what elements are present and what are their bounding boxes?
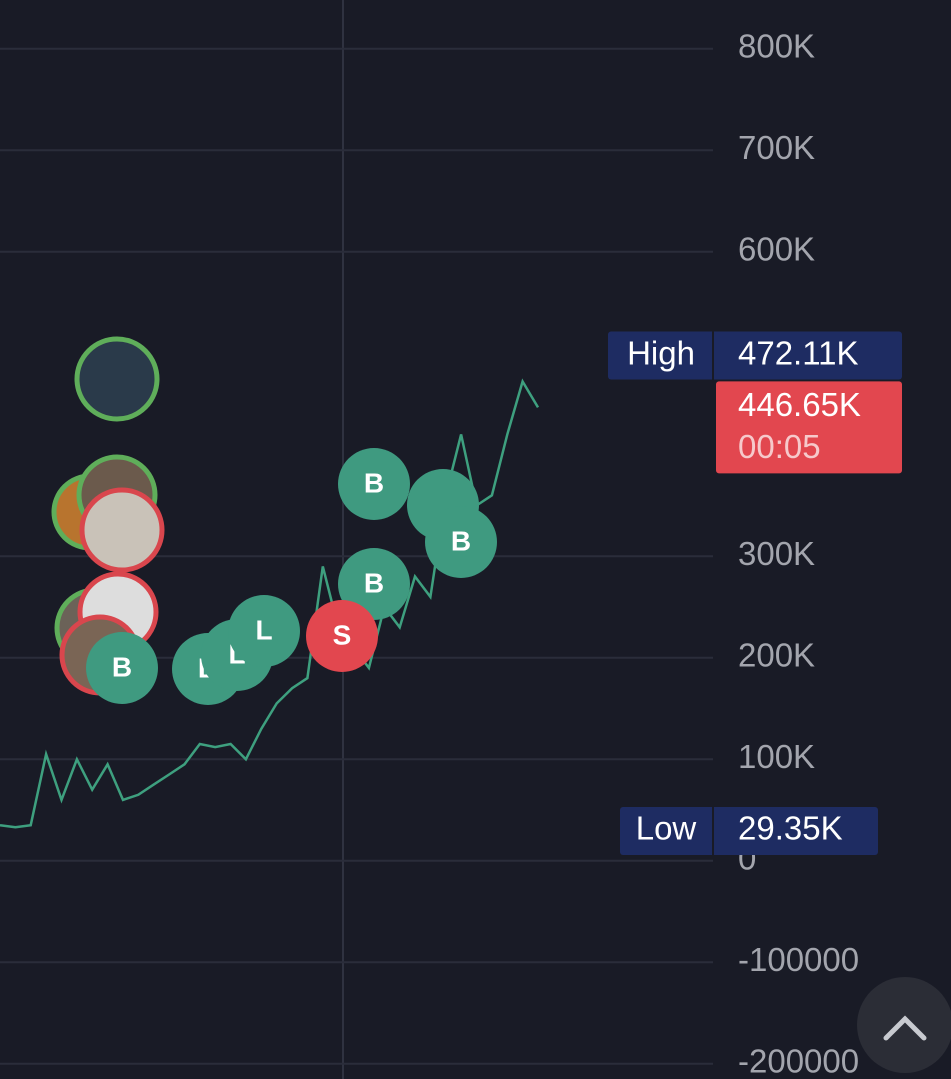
avatar[interactable]: [74, 336, 160, 422]
trade-marker-label: B: [364, 467, 384, 498]
last-price-bg: [716, 381, 902, 474]
price-labels: High 472.11K 446.65K 00:05 Low 29.35K: [608, 331, 902, 855]
trade-marker-label: S: [333, 619, 352, 650]
button-bg[interactable]: [857, 977, 951, 1073]
high-label-bg: [608, 331, 902, 380]
trade-marker[interactable]: [306, 600, 378, 672]
scroll-top-button[interactable]: [857, 977, 951, 1073]
trade-marker-label: B: [112, 651, 132, 682]
trade-marker[interactable]: [228, 595, 300, 667]
trade-marker[interactable]: [338, 548, 410, 620]
y-tick-label: 300K: [738, 535, 815, 572]
y-tick-label: 200K: [738, 636, 815, 673]
high-value: 472.11K: [738, 334, 859, 371]
y-tick-label: -200000: [738, 1042, 859, 1079]
low-label-bg: [620, 806, 878, 855]
avatar[interactable]: [79, 487, 165, 573]
y-tick-label: 700K: [738, 129, 815, 166]
trade-marker-label: B: [364, 567, 384, 598]
y-tick-label: 800K: [738, 27, 815, 64]
y-tick-label: -100000: [738, 941, 859, 978]
trade-marker[interactable]: [425, 506, 497, 578]
trade-marker[interactable]: [86, 632, 158, 704]
y-tick-label: 600K: [738, 230, 815, 267]
y-tick-label: 100K: [738, 738, 815, 775]
low-label: Low: [636, 810, 697, 847]
trade-marker-label: L: [255, 614, 272, 645]
chevron-up: [883, 1015, 927, 1041]
trade-marker[interactable]: [338, 448, 410, 520]
trade-marker-label: B: [451, 525, 471, 556]
countdown: 00:05: [738, 428, 821, 465]
last-price: 446.65K: [738, 386, 861, 423]
trade-markers: BLLBBBSB: [86, 448, 497, 705]
low-value: 29.35K: [738, 810, 843, 847]
high-label: High: [627, 334, 695, 371]
